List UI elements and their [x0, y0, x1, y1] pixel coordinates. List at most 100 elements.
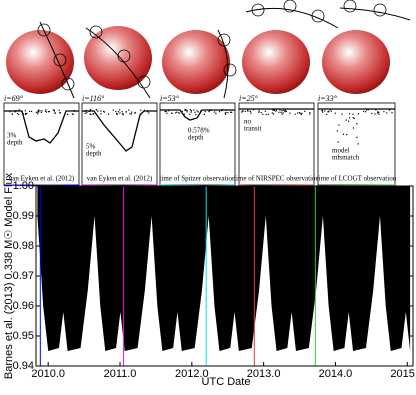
- inset-note: depth: [188, 134, 204, 142]
- y-tick-label: 0.97: [13, 270, 34, 282]
- inset-point: [122, 113, 124, 116]
- inset-point: [38, 111, 40, 113]
- y-tick-label: 1.00: [13, 180, 34, 192]
- inset-point: [203, 113, 205, 116]
- inset-point: [200, 110, 202, 112]
- inset-point: [338, 155, 340, 157]
- inset-point: [184, 109, 186, 111]
- inset-point: [186, 111, 188, 113]
- inset-point: [45, 111, 47, 113]
- inset-point: [342, 133, 345, 135]
- inset-point: [134, 112, 136, 114]
- inset-point: [241, 110, 244, 112]
- inset-point: [284, 110, 286, 113]
- inset-point: [273, 109, 275, 111]
- inset-point: [230, 111, 232, 113]
- inset-point: [37, 109, 40, 111]
- inset-point: [115, 110, 117, 113]
- inset-point: [260, 111, 262, 114]
- inset-point: [346, 133, 348, 136]
- inset-point: [53, 110, 55, 112]
- x-tick-label: 2015.0: [390, 368, 416, 380]
- inset-point: [218, 111, 221, 113]
- inset-point: [252, 109, 255, 111]
- inset-note: mismatch: [332, 154, 360, 162]
- inset-point: [24, 110, 26, 112]
- inset-point: [225, 111, 227, 114]
- inset-point: [103, 110, 105, 112]
- y-tick-label: 0.95: [13, 330, 34, 342]
- inset-point: [289, 112, 291, 114]
- inset-point: [357, 113, 360, 115]
- inset-point: [48, 111, 51, 113]
- inset-point: [341, 113, 343, 115]
- inset-point: [208, 110, 210, 113]
- inset-point: [352, 113, 354, 115]
- orbit: [339, 7, 411, 21]
- inset-point: [272, 113, 275, 115]
- inset-point: [297, 112, 299, 114]
- inset-point: [59, 112, 62, 114]
- inset-caption: time of Spitzer observation: [159, 175, 236, 183]
- inset-point: [282, 112, 284, 114]
- inset-point: [54, 112, 56, 114]
- inset-point: [281, 110, 283, 112]
- inset-point: [125, 111, 127, 113]
- star: [242, 30, 310, 94]
- inset-point: [72, 113, 74, 116]
- inset-point: [194, 111, 196, 113]
- inset-point: [89, 113, 91, 115]
- x-tick-label: 2013.0: [247, 368, 281, 380]
- inset-point: [247, 110, 249, 112]
- inset-point: [88, 110, 90, 112]
- x-tick-label: 2011.0: [104, 368, 137, 380]
- inclination: i=69°: [4, 94, 24, 103]
- inset-point: [273, 109, 276, 111]
- inset-point: [35, 111, 37, 113]
- inset: i=69° 3% depth van Eyken et al. (2012): [3, 94, 80, 186]
- inset-point: [334, 112, 336, 114]
- inset-point: [378, 113, 380, 115]
- inset-point: [86, 112, 88, 114]
- inset-point: [148, 112, 150, 114]
- inset-point: [231, 111, 233, 113]
- inset-point: [364, 111, 367, 113]
- inset-point: [107, 113, 110, 115]
- inset-point: [322, 111, 324, 113]
- inset-note: no: [244, 118, 252, 126]
- inset-point: [73, 110, 76, 112]
- inset-point: [347, 120, 350, 122]
- inset-point: [178, 112, 180, 114]
- inset-point: [186, 110, 188, 112]
- inset-point: [241, 111, 243, 113]
- inset-point: [279, 109, 281, 111]
- inset-point: [189, 109, 191, 111]
- inset-point: [85, 109, 87, 111]
- star: [322, 30, 390, 94]
- inset-point: [18, 113, 20, 116]
- inset-point: [116, 113, 118, 116]
- inset-point: [336, 130, 338, 132]
- inset-point: [28, 110, 31, 112]
- inset-point: [352, 127, 355, 129]
- inset-point: [283, 109, 285, 111]
- inset-point: [224, 113, 227, 115]
- inset-point: [391, 112, 393, 114]
- inset-note: 0.578%: [188, 127, 210, 135]
- inset-point: [249, 110, 251, 112]
- inset-point: [92, 113, 94, 115]
- inset-point: [321, 110, 323, 112]
- inset-caption: van Eyken et al. (2012): [87, 175, 153, 183]
- inset-point: [181, 110, 183, 112]
- inset-point: [131, 111, 133, 113]
- inset-point: [52, 109, 54, 111]
- inset-note: 3%: [7, 132, 17, 140]
- inset: i=25° no transit time of NIRSPEC observa…: [234, 94, 319, 186]
- inset-point: [267, 113, 270, 115]
- inset-point: [129, 113, 131, 115]
- inset-point: [375, 109, 377, 111]
- y-tick-label: 0.96: [13, 300, 34, 312]
- inset-point: [330, 110, 332, 112]
- inset-point: [73, 109, 76, 112]
